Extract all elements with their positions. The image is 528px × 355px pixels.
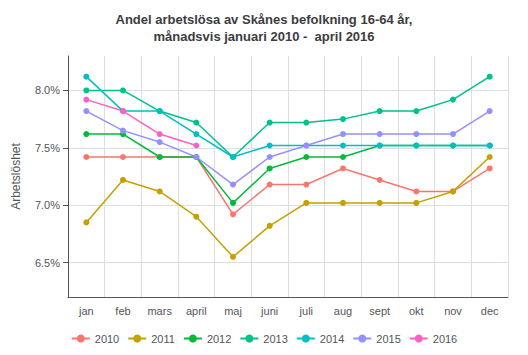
svg-text:sept: sept bbox=[369, 305, 390, 317]
svg-text:mars: mars bbox=[147, 305, 172, 317]
svg-text:jan: jan bbox=[78, 305, 94, 317]
svg-text:2012: 2012 bbox=[207, 333, 231, 345]
svg-text:2011: 2011 bbox=[151, 333, 175, 345]
svg-text:2016: 2016 bbox=[433, 333, 457, 345]
svg-text:maj: maj bbox=[224, 305, 242, 317]
svg-text:juli: juli bbox=[299, 305, 313, 317]
svg-text:6.5%: 6.5% bbox=[35, 257, 60, 269]
svg-text:2015: 2015 bbox=[376, 333, 400, 345]
svg-text:Arbetslöshet: Arbetslöshet bbox=[9, 142, 23, 209]
svg-text:aug: aug bbox=[334, 305, 352, 317]
svg-text:2010: 2010 bbox=[95, 333, 119, 345]
svg-text:månadsvis januari 2010 - apri: månadsvis januari 2010 - april 2016 bbox=[153, 29, 374, 44]
svg-text:okt: okt bbox=[409, 305, 424, 317]
svg-text:nov: nov bbox=[444, 305, 462, 317]
svg-text:2013: 2013 bbox=[263, 333, 287, 345]
svg-text:Andel arbetslösa av Skånes bef: Andel arbetslösa av Skånes befolkning 16… bbox=[116, 12, 413, 27]
svg-text:2014: 2014 bbox=[320, 333, 344, 345]
svg-text:juni: juni bbox=[260, 305, 278, 317]
svg-text:april: april bbox=[186, 305, 207, 317]
svg-text:feb: feb bbox=[115, 305, 130, 317]
svg-text:7.0%: 7.0% bbox=[35, 199, 60, 211]
svg-text:7.5%: 7.5% bbox=[35, 142, 60, 154]
svg-text:8.0%: 8.0% bbox=[35, 84, 60, 96]
svg-text:dec: dec bbox=[481, 305, 499, 317]
